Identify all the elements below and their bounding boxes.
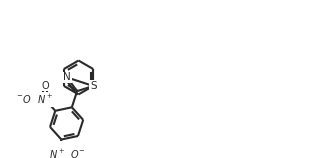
Text: S: S [90, 81, 96, 91]
Text: $N^+$: $N^+$ [37, 93, 53, 106]
Text: $N^+$: $N^+$ [49, 148, 65, 158]
Text: N: N [63, 73, 71, 82]
Text: $^{-}O$: $^{-}O$ [16, 93, 31, 105]
Text: O: O [41, 81, 49, 91]
Text: $O^{-}$: $O^{-}$ [70, 148, 86, 158]
